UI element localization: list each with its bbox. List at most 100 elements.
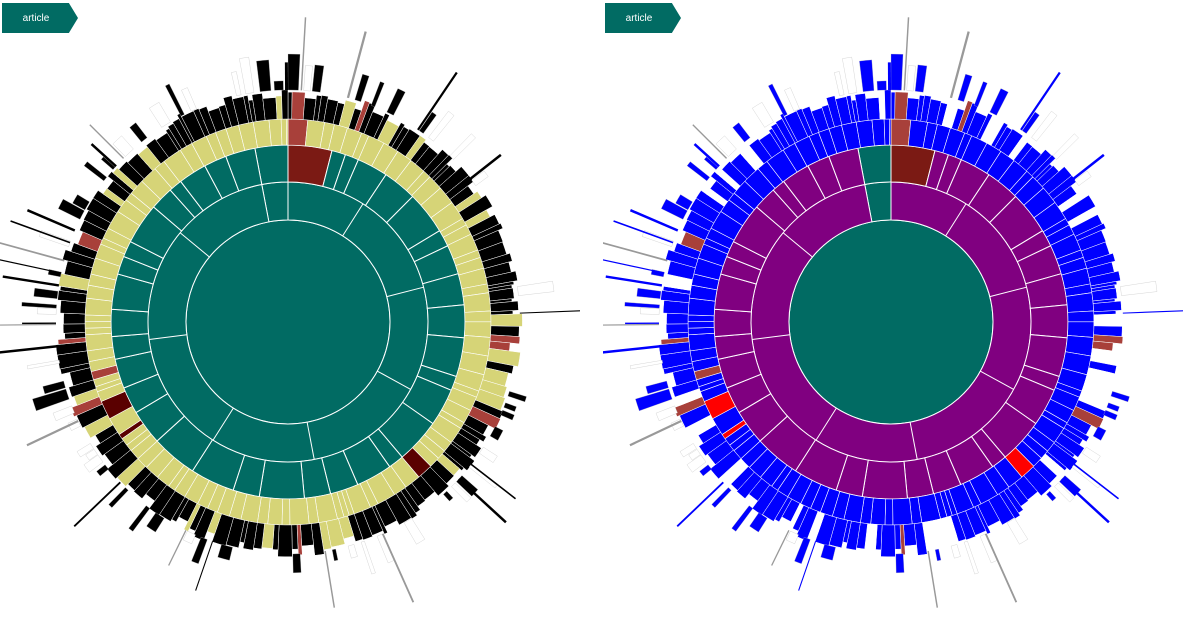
ring5-segment[interactable] (645, 380, 669, 395)
ring3-segment[interactable] (1065, 292, 1095, 313)
ring5-segment[interactable] (370, 81, 385, 108)
ring5-segment[interactable] (686, 161, 710, 182)
ring5-segment[interactable] (58, 198, 85, 220)
ring5-segment[interactable] (347, 544, 358, 559)
ring5-segment[interactable] (273, 80, 284, 91)
ring3-segment[interactable] (1067, 310, 1095, 323)
ring3-segment[interactable] (687, 327, 715, 336)
ring6-spike[interactable] (470, 463, 517, 500)
ring4-segment[interactable] (666, 312, 689, 325)
ring3-segment[interactable] (884, 498, 894, 526)
ring6-spike[interactable] (603, 345, 661, 354)
ring2-segment[interactable] (861, 459, 908, 500)
ring5-segment[interactable] (914, 64, 928, 93)
ring4-segment[interactable] (894, 91, 909, 120)
ring6-spike[interactable] (381, 533, 415, 603)
ring6-spike[interactable] (89, 124, 125, 159)
ring5-segment[interactable] (842, 56, 858, 95)
ring5-segment[interactable] (451, 482, 472, 503)
ring6-spike[interactable] (1122, 310, 1183, 314)
ring6-spike[interactable] (0, 323, 57, 326)
ring5-segment[interactable] (112, 135, 134, 157)
ring6-spike[interactable] (168, 530, 187, 566)
ring6-spike[interactable] (927, 550, 939, 608)
ring3-segment[interactable] (289, 497, 310, 526)
ring5-segment[interactable] (311, 64, 325, 93)
ring5-segment[interactable] (354, 73, 370, 102)
ring5-segment[interactable] (287, 53, 301, 91)
ring5-segment[interactable] (711, 487, 732, 508)
ring5-segment[interactable] (76, 443, 94, 458)
ring6-spike[interactable] (0, 259, 62, 274)
ring5-segment[interactable] (500, 409, 515, 421)
ring6-spike[interactable] (519, 310, 580, 314)
ring6-spike[interactable] (300, 17, 307, 91)
ring3-segment[interactable] (464, 310, 492, 323)
ring5-segment[interactable] (33, 287, 59, 299)
ring3-segment[interactable] (892, 497, 913, 526)
ring5-segment[interactable] (479, 446, 498, 463)
ring2-segment[interactable] (1029, 304, 1069, 339)
ring6-spike[interactable] (469, 153, 502, 180)
ring3-segment[interactable] (871, 118, 886, 147)
ring5-segment[interactable] (703, 156, 719, 170)
ring3-segment[interactable] (883, 118, 890, 146)
ring5-segment[interactable] (376, 533, 395, 564)
ring5-segment[interactable] (507, 391, 527, 403)
ring5-segment[interactable] (428, 110, 455, 142)
ring5-segment[interactable] (403, 518, 426, 545)
ring5-segment[interactable] (386, 88, 406, 116)
ring4-segment[interactable] (894, 524, 902, 550)
ring5-segment[interactable] (108, 487, 129, 508)
ring5-segment[interactable] (239, 56, 255, 95)
ring5-segment[interactable] (191, 536, 208, 564)
ring3-segment[interactable] (464, 321, 492, 338)
ring5-segment[interactable] (876, 80, 887, 91)
ring3-segment[interactable] (889, 118, 892, 146)
ring5-segment[interactable] (731, 505, 754, 532)
ring5-segment[interactable] (686, 454, 707, 473)
ring6-spike[interactable] (0, 345, 58, 354)
ring4-segment[interactable] (281, 89, 289, 120)
ring5-segment[interactable] (360, 540, 376, 575)
ring3-segment[interactable] (268, 118, 283, 147)
ring6-spike[interactable] (417, 71, 458, 131)
ring5-segment[interactable] (217, 544, 233, 561)
ring5-segment[interactable] (699, 464, 712, 477)
ring6-spike[interactable] (771, 530, 790, 566)
ring5-segment[interactable] (96, 464, 109, 477)
ring3-segment[interactable] (280, 118, 287, 146)
ring6-spike[interactable] (629, 420, 682, 447)
ring5-segment[interactable] (1046, 490, 1057, 502)
ring5-segment[interactable] (1071, 464, 1101, 489)
ring5-segment[interactable] (449, 133, 476, 160)
ring5-segment[interactable] (181, 87, 197, 112)
ring5-segment[interactable] (950, 544, 961, 559)
ring4-segment[interactable] (865, 97, 881, 121)
ring5-segment[interactable] (419, 111, 437, 134)
ring5-segment[interactable] (979, 533, 998, 564)
ring5-segment[interactable] (182, 530, 196, 544)
ring3-segment[interactable] (84, 320, 112, 329)
ring6-spike[interactable] (0, 242, 65, 262)
ring5-segment[interactable] (630, 360, 663, 370)
ring5-segment[interactable] (1031, 110, 1058, 142)
ring5-segment[interactable] (675, 194, 693, 211)
ring5-segment[interactable] (906, 65, 916, 92)
ring5-segment[interactable] (640, 307, 660, 315)
ring4-segment[interactable] (490, 313, 523, 327)
ring5-segment[interactable] (149, 102, 171, 128)
sunburst-root[interactable] (788, 219, 994, 425)
ring5-segment[interactable] (834, 71, 845, 96)
ring5-segment[interactable] (1006, 518, 1029, 545)
ring6-spike[interactable] (629, 209, 679, 232)
ring4-segment[interactable] (880, 524, 896, 558)
ring5-segment[interactable] (749, 512, 768, 533)
ring5-segment[interactable] (820, 544, 836, 561)
ring5-segment[interactable] (331, 548, 339, 562)
ring6-spike[interactable] (1073, 463, 1120, 500)
ring6-spike[interactable] (605, 275, 663, 287)
ring5-segment[interactable] (890, 53, 904, 91)
ring4-segment[interactable] (262, 97, 278, 121)
ring5-segment[interactable] (1022, 111, 1040, 134)
